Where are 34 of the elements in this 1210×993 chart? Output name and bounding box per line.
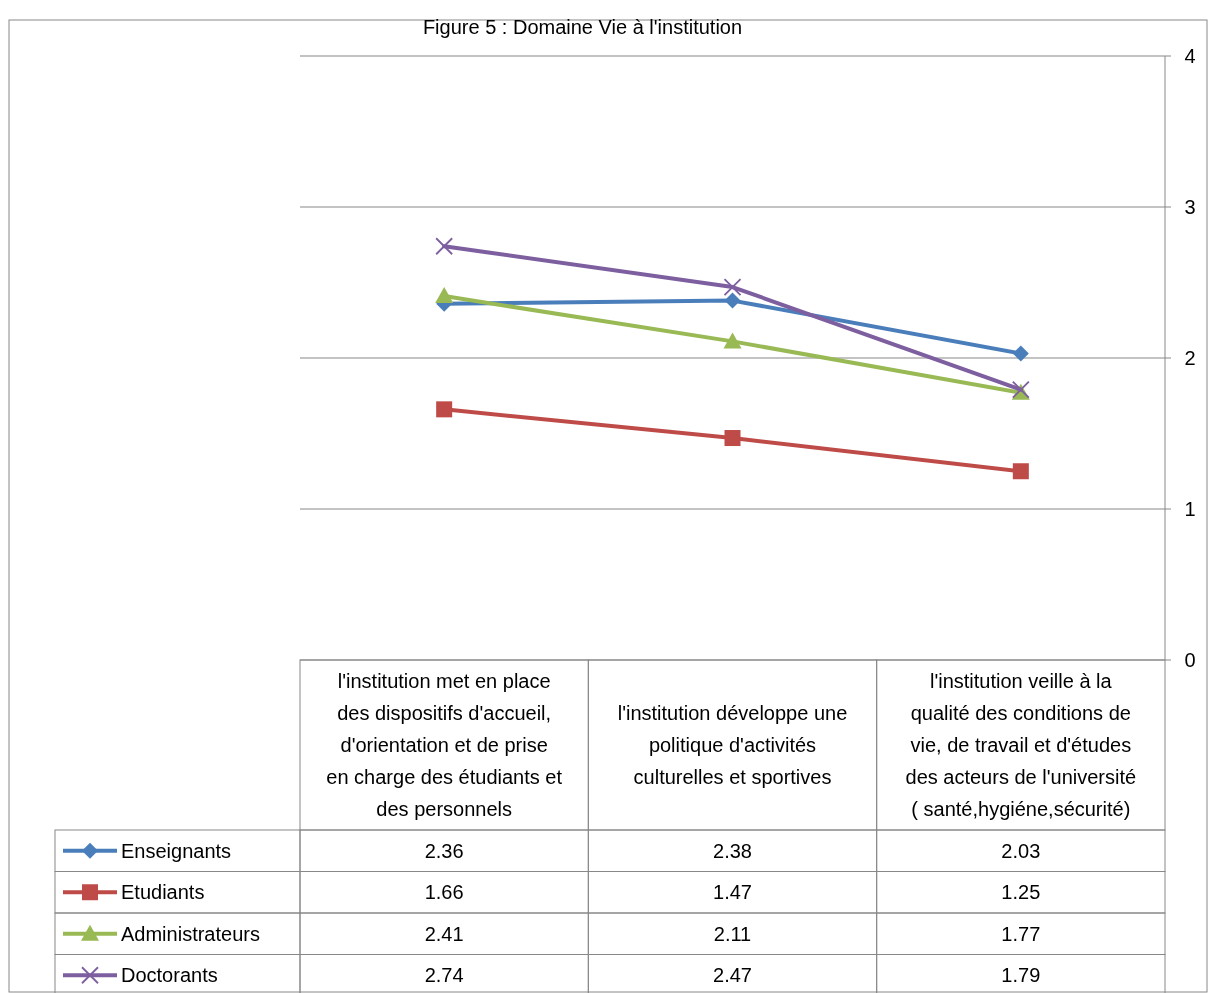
y-tick-label: 1 bbox=[1184, 498, 1196, 520]
x-tick-label: l'institution veille à la qualité des conditions de vie, de travail et d'études des acteurs de l'université ( santé,hygiéne,sécurité) bbox=[905, 670, 1137, 820]
legend-label: Doctorants bbox=[121, 964, 218, 987]
point bbox=[724, 292, 741, 309]
data-label: 2.03 bbox=[1001, 839, 1041, 862]
data-label: 2.11 bbox=[713, 922, 752, 945]
legend-label: Etudiants bbox=[121, 881, 205, 904]
y-tick-label: 3 bbox=[1184, 196, 1196, 218]
legend-label: Enseignants bbox=[121, 839, 232, 862]
x-tick-label: l'institution développe une politique d'activités culturelles et sportives bbox=[617, 702, 848, 788]
y-tick-label: 2 bbox=[1184, 347, 1196, 369]
point bbox=[1012, 345, 1029, 362]
legend-label: Administrateurs bbox=[121, 922, 260, 945]
point bbox=[723, 278, 742, 296]
point bbox=[436, 401, 453, 418]
point bbox=[435, 237, 454, 256]
point bbox=[723, 332, 742, 349]
data-label: 2.38 bbox=[713, 839, 752, 862]
data-label: 1.77 bbox=[1001, 922, 1041, 945]
y-tick-label: 4 bbox=[1184, 45, 1196, 67]
y-tick-label: 0 bbox=[1184, 649, 1196, 671]
data-label: 2.74 bbox=[424, 964, 464, 987]
data-label: 2.41 bbox=[424, 922, 464, 945]
point bbox=[1012, 463, 1029, 480]
data-label: 1.66 bbox=[424, 881, 464, 904]
data-label: 1.79 bbox=[1001, 964, 1041, 987]
data-label: 2.36 bbox=[424, 839, 464, 862]
x-tick-label: l'institution met en place des dispositifs d'accueil, d'orientation et de prise en charge des étudiants et des personnels bbox=[326, 670, 563, 820]
point bbox=[724, 430, 741, 447]
chart-title: Figure 5 : Domaine Vie à l'institution bbox=[422, 16, 743, 38]
data-label: 2.47 bbox=[713, 964, 752, 987]
point bbox=[435, 287, 454, 304]
data-label: 1.47 bbox=[713, 881, 752, 904]
data-label: 1.25 bbox=[1001, 881, 1041, 904]
